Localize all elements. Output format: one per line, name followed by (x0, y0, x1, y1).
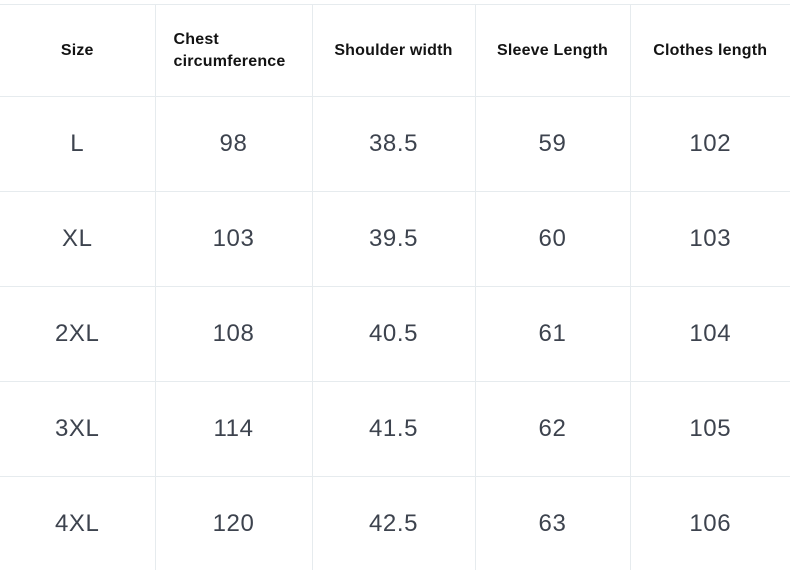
table-row: 2XL 108 40.5 61 104 (0, 286, 790, 382)
column-header-sleeve-length: Sleeve Length (475, 4, 631, 97)
cell-value: 104 (630, 286, 790, 382)
column-header-size: Size (0, 4, 156, 97)
size-chart-table: Size Chest circumference Shoulder width … (0, 4, 790, 570)
cell-size-label: 3XL (0, 381, 156, 477)
table-row: 4XL 120 42.5 63 106 (0, 476, 790, 570)
header-row: Size Chest circumference Shoulder width … (0, 4, 790, 97)
table-body: L 98 38.5 59 102 XL 103 39.5 60 103 2XL 108 40.5 61 10… (0, 96, 790, 570)
column-header-label: Clothes length (653, 41, 768, 59)
cell-value: 61 (475, 286, 631, 382)
cell-value: 42.5 (312, 476, 476, 570)
cell-value: 120 (155, 476, 313, 570)
column-header-label: Sleeve Length (496, 41, 609, 59)
cell-value: 108 (155, 286, 313, 382)
cell-value: 38.5 (312, 96, 476, 192)
cell-value: 62 (475, 381, 631, 477)
cell-value: 40.5 (312, 286, 476, 382)
column-header-clothes-length: Clothes length (630, 4, 790, 97)
cell-value: 60 (475, 191, 631, 287)
cell-value: 106 (630, 476, 790, 570)
cell-value: 98 (155, 96, 313, 192)
cell-value: 39.5 (312, 191, 476, 287)
column-header-label: Shoulder width (334, 41, 453, 59)
table-row: XL 103 39.5 60 103 (0, 191, 790, 287)
cell-value: 41.5 (312, 381, 476, 477)
table-header: Size Chest circumference Shoulder width … (0, 4, 790, 97)
column-header-label: Chest circumference (173, 30, 286, 70)
column-header-label: Size (60, 41, 94, 59)
table-row: L 98 38.5 59 102 (0, 96, 790, 192)
cell-value: 114 (155, 381, 313, 477)
cell-value: 105 (630, 381, 790, 477)
cell-size-label: L (0, 96, 156, 192)
cell-size-label: 4XL (0, 476, 156, 570)
cell-value: 103 (630, 191, 790, 287)
column-header-chest-circumference: Chest circumference (155, 4, 313, 97)
cell-value: 59 (475, 96, 631, 192)
cell-size-label: XL (0, 191, 156, 287)
cell-value: 63 (475, 476, 631, 570)
cell-size-label: 2XL (0, 286, 156, 382)
cell-value: 103 (155, 191, 313, 287)
table-row: 3XL 114 41.5 62 105 (0, 381, 790, 477)
column-header-shoulder-width: Shoulder width (312, 4, 476, 97)
cell-value: 102 (630, 96, 790, 192)
